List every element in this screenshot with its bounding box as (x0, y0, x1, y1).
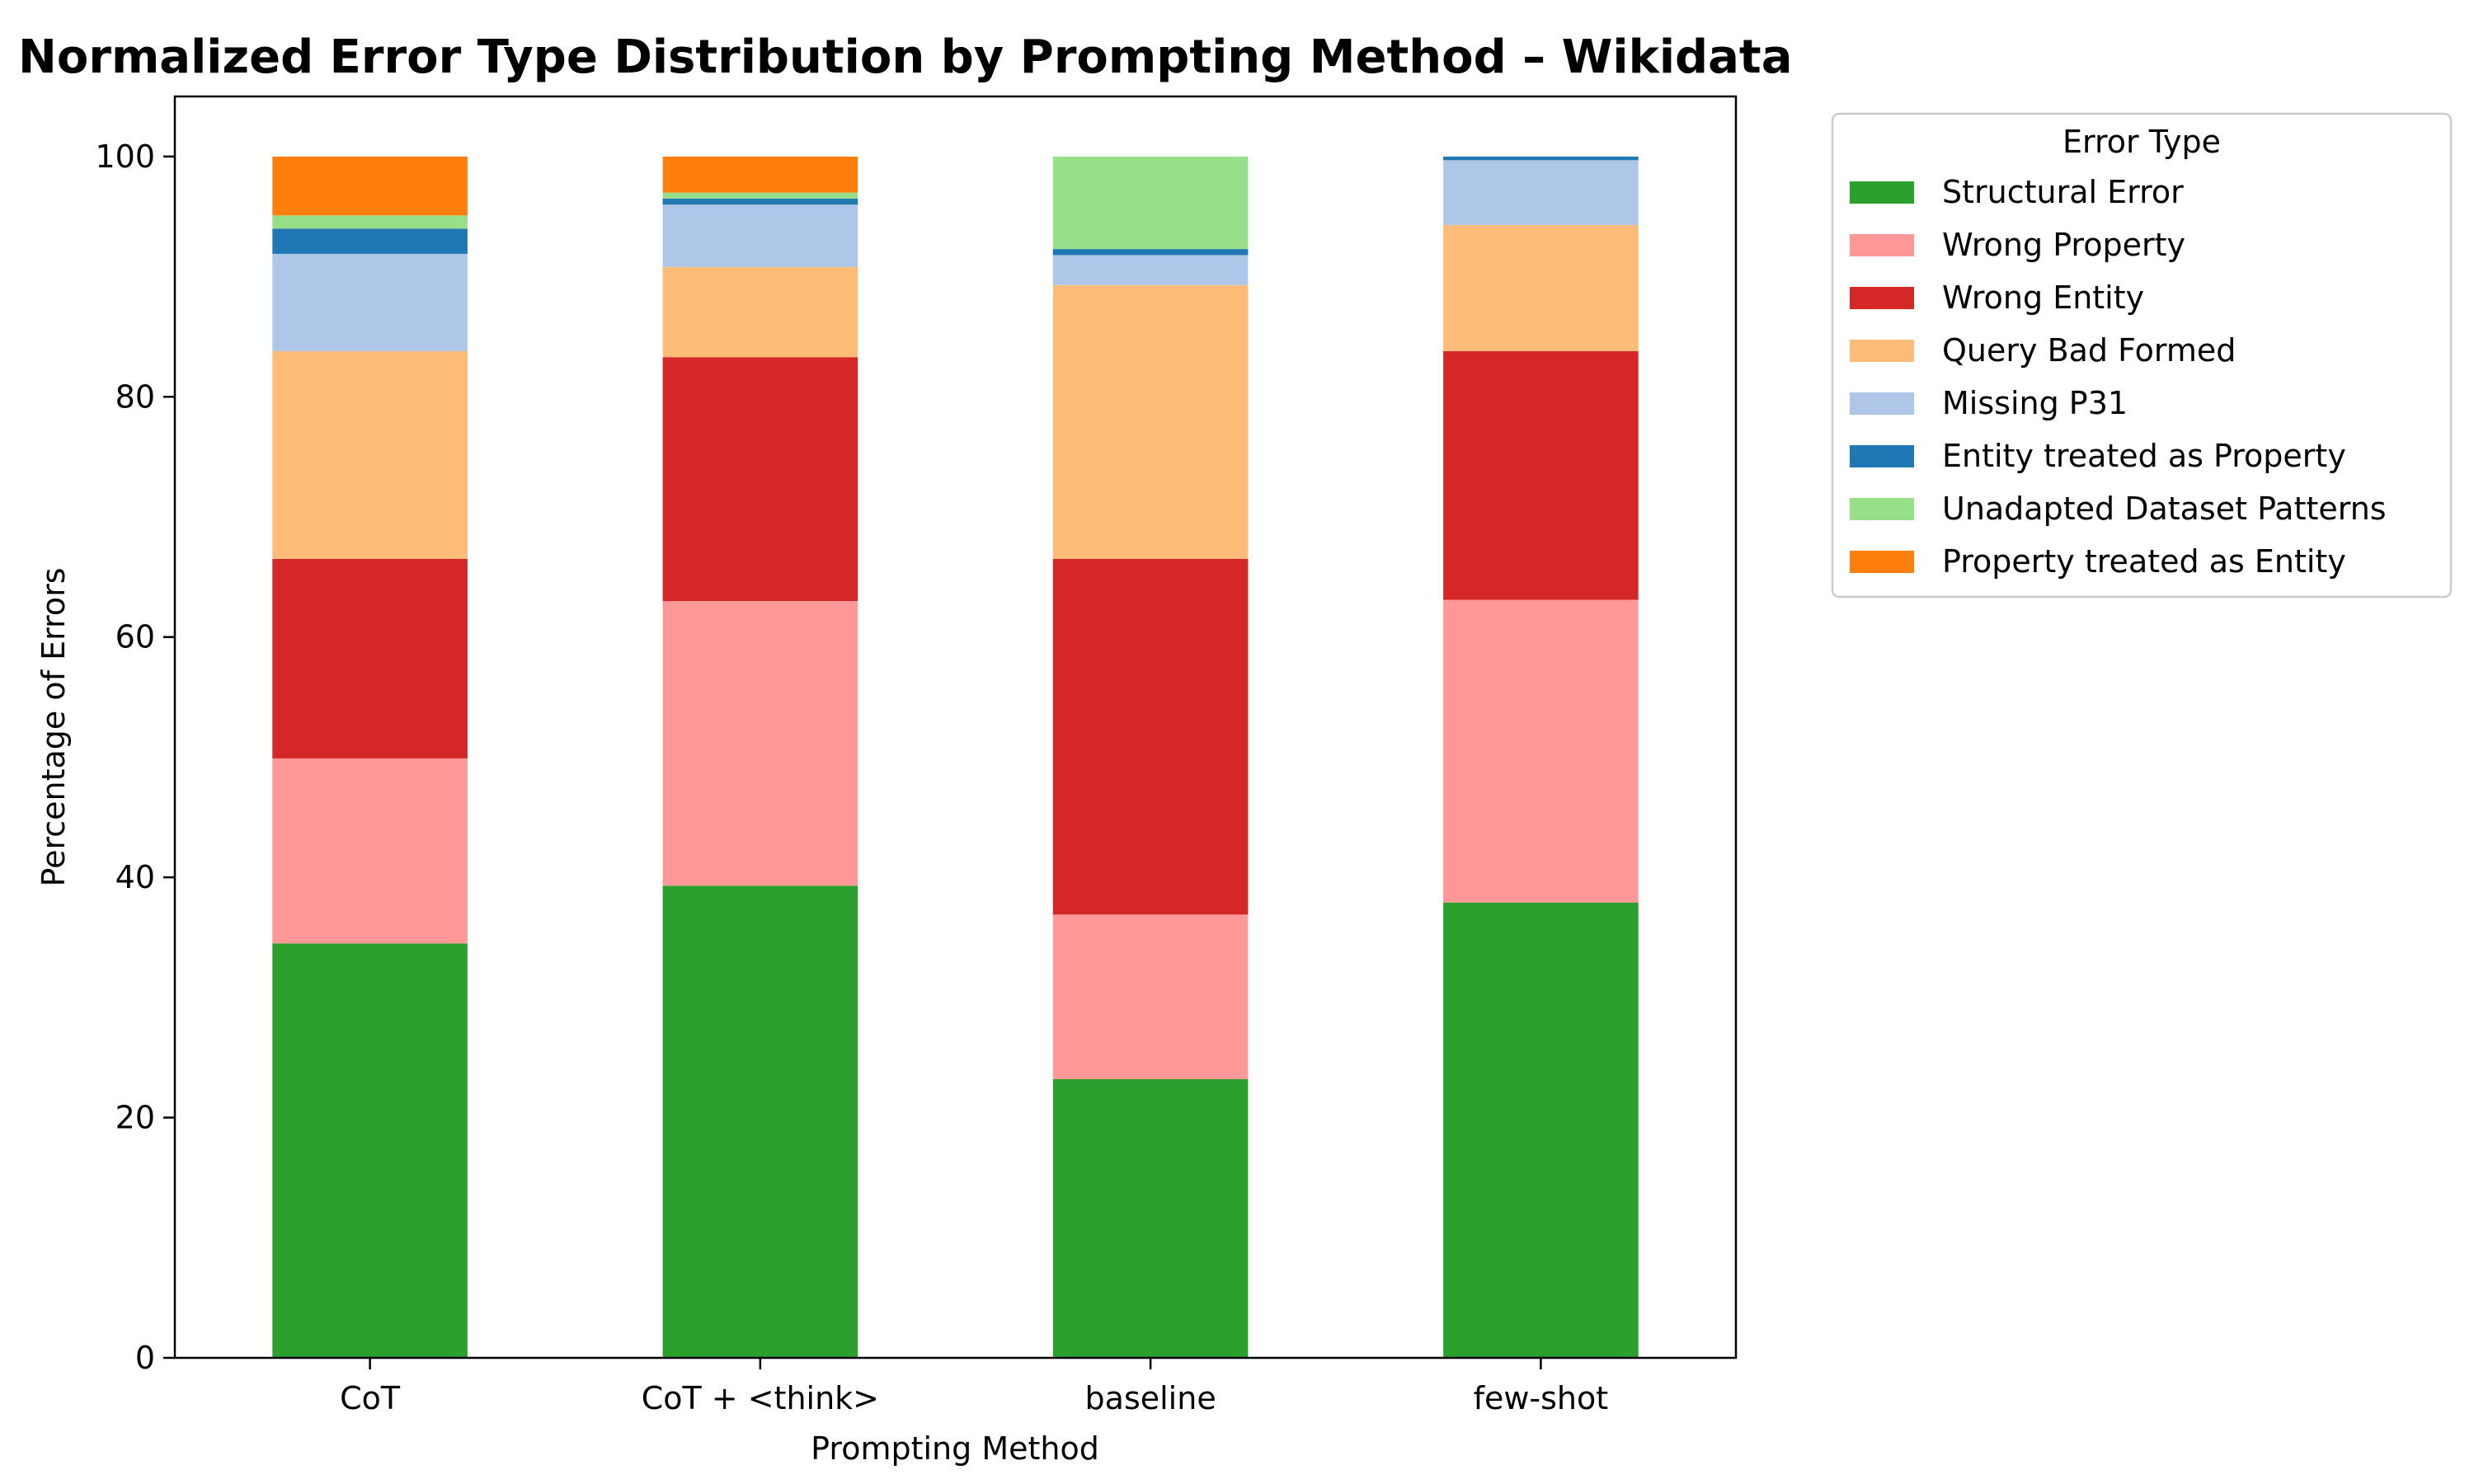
legend-title: Error Type (2062, 124, 2221, 160)
bar-segment (662, 192, 858, 199)
bar-segment (1443, 156, 1639, 161)
chart-title: Normalized Error Type Distribution by Pr… (18, 31, 1793, 84)
legend-swatch (1850, 181, 1914, 204)
legend-label: Unadapted Dataset Patterns (1942, 491, 2387, 527)
legend-label: Property treated as Entity (1942, 543, 2346, 580)
x-axis-label: Prompting Method (811, 1430, 1099, 1467)
legend: Error Type Structural Error Wrong Propert… (1831, 112, 2453, 599)
bar-segment (1443, 902, 1639, 1358)
legend-label: Wrong Property (1942, 227, 2185, 263)
bar-segment (272, 943, 468, 1358)
y-tick-label: 20 (115, 1100, 155, 1136)
bar-segment (272, 253, 468, 351)
y-axis-label: Percentage of Errors (35, 568, 72, 887)
legend-label: Missing P31 (1942, 385, 2128, 421)
bar-segment (1052, 914, 1249, 1079)
x-tick-label: CoT + <think> (642, 1380, 879, 1416)
bar-segment (1052, 156, 1249, 250)
legend-swatch (1850, 498, 1914, 520)
bar-segment (1052, 255, 1249, 285)
bar-segment (1443, 599, 1639, 903)
bars-layer (272, 156, 1639, 1358)
legend-swatch (1850, 287, 1914, 309)
bar-segment (272, 156, 468, 216)
y-tick-label: 80 (115, 378, 155, 415)
y-tick-label: 0 (135, 1340, 155, 1376)
bar-segment (272, 215, 468, 229)
x-tick-label: baseline (1085, 1380, 1216, 1416)
bar-segment (662, 198, 858, 205)
y-axis: 0 20 40 60 80 100 (95, 139, 175, 1376)
x-tick-label: few-shot (1474, 1380, 1609, 1416)
x-axis: CoT CoT + <think> baseline few-shot (340, 1358, 1608, 1416)
legend-swatch (1850, 445, 1914, 467)
bar-segment (1052, 1078, 1249, 1358)
legend-label: Structural Error (1942, 174, 2184, 210)
legend-items: Structural Error Wrong Property Wrong Enti… (1850, 174, 2387, 580)
bar-segment (272, 228, 468, 254)
legend-swatch (1850, 234, 1914, 256)
bar-segment (272, 758, 468, 944)
legend-label: Wrong Entity (1942, 279, 2144, 316)
x-tick-label: CoT (340, 1380, 401, 1416)
y-tick-label: 100 (95, 139, 155, 175)
bar-segment (662, 601, 858, 886)
legend-label: Entity treated as Property (1942, 438, 2346, 474)
plot-frame (173, 95, 1738, 1360)
bar-segment (1443, 350, 1639, 600)
bar-segment (272, 350, 468, 559)
legend-swatch (1850, 392, 1914, 415)
bar-segment (662, 156, 858, 193)
bar-segment (272, 559, 468, 758)
legend-box (1831, 112, 2453, 599)
bar-segment (1443, 224, 1639, 351)
y-tick-label: 60 (115, 619, 155, 655)
bar-segment (662, 266, 858, 358)
bar-segment (662, 357, 858, 601)
legend-swatch (1850, 340, 1914, 362)
bar-segment (1052, 559, 1249, 915)
bar-segment (662, 885, 858, 1358)
legend-swatch (1850, 551, 1914, 573)
bar-segment (1052, 249, 1249, 256)
legend-label: Query Bad Formed (1942, 332, 2236, 369)
y-tick-label: 40 (115, 859, 155, 895)
bar-segment (1443, 160, 1639, 225)
bar-segment (1052, 284, 1249, 559)
bar-segment (662, 204, 858, 267)
